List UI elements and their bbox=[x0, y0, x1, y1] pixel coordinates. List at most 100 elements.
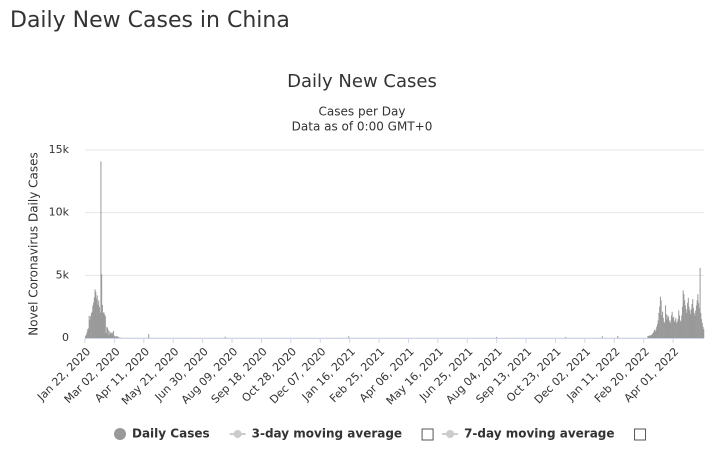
bar bbox=[657, 320, 659, 338]
legend-checkbox[interactable] bbox=[421, 428, 434, 441]
bar bbox=[93, 302, 95, 338]
bar bbox=[90, 316, 92, 338]
y-axis-label: Novel Coronavirus Daily Cases bbox=[27, 152, 41, 335]
legend-label[interactable]: Daily Cases bbox=[132, 427, 210, 441]
bar bbox=[94, 289, 96, 338]
bar bbox=[683, 294, 685, 338]
bar bbox=[107, 327, 109, 338]
bar bbox=[651, 334, 653, 338]
bar bbox=[87, 329, 89, 338]
bar bbox=[89, 319, 91, 338]
bar bbox=[106, 326, 108, 338]
bar bbox=[97, 304, 99, 338]
bar bbox=[684, 305, 686, 338]
bar bbox=[652, 332, 654, 338]
bar bbox=[700, 312, 702, 338]
bar bbox=[117, 336, 119, 338]
bar bbox=[617, 335, 619, 338]
bar bbox=[104, 316, 106, 338]
bar bbox=[104, 314, 106, 338]
bar bbox=[698, 307, 700, 338]
bar bbox=[654, 331, 656, 338]
bar bbox=[697, 294, 699, 338]
bar bbox=[685, 309, 687, 338]
bar bbox=[675, 317, 677, 338]
bar bbox=[673, 316, 675, 338]
bar bbox=[105, 333, 107, 338]
bar bbox=[663, 321, 665, 338]
bar bbox=[682, 290, 684, 338]
y-tick-label: 15k bbox=[49, 143, 70, 156]
bar bbox=[670, 322, 672, 338]
bar bbox=[654, 329, 656, 338]
bar bbox=[690, 309, 692, 338]
bar bbox=[118, 337, 120, 338]
bar bbox=[103, 312, 105, 338]
bar bbox=[107, 329, 109, 338]
bar bbox=[113, 335, 115, 338]
bar bbox=[687, 297, 689, 338]
y-tick-label: 0 bbox=[62, 331, 69, 344]
bar bbox=[112, 330, 114, 338]
bar bbox=[653, 331, 655, 338]
bar bbox=[698, 302, 700, 338]
bar bbox=[658, 312, 660, 338]
bar bbox=[659, 296, 661, 338]
chart-title: Daily New Cases bbox=[287, 71, 437, 92]
bar bbox=[703, 329, 705, 338]
legend-label[interactable]: 3-day moving average bbox=[252, 427, 402, 441]
bar bbox=[95, 291, 97, 338]
bar bbox=[647, 336, 649, 338]
bar bbox=[665, 314, 667, 338]
bar bbox=[665, 305, 667, 338]
bar bbox=[686, 312, 688, 338]
legend-label[interactable]: 7-day moving average bbox=[464, 427, 614, 441]
bar bbox=[92, 305, 94, 338]
bar bbox=[111, 333, 113, 338]
legend-marker bbox=[114, 428, 126, 440]
page-title: Daily New Cases in China bbox=[10, 8, 290, 33]
bar bbox=[348, 336, 350, 338]
bar bbox=[91, 311, 93, 338]
bar bbox=[667, 316, 669, 338]
y-tick-label: 10k bbox=[49, 206, 70, 219]
bar bbox=[690, 314, 692, 338]
bar bbox=[684, 300, 686, 338]
bar bbox=[99, 312, 101, 338]
bar bbox=[90, 313, 92, 338]
bar bbox=[648, 335, 650, 338]
bar bbox=[702, 326, 704, 338]
bar bbox=[649, 335, 651, 338]
bar bbox=[660, 300, 662, 338]
bar bbox=[115, 336, 117, 338]
bar bbox=[695, 310, 697, 338]
bar bbox=[110, 332, 112, 338]
bar bbox=[116, 336, 118, 338]
bar bbox=[651, 334, 653, 338]
chart-subtitle: Data as of 0:00 GMT+0 bbox=[292, 120, 433, 134]
bar bbox=[674, 320, 676, 338]
legend-marker bbox=[233, 430, 242, 438]
bar bbox=[691, 304, 693, 338]
bar bbox=[109, 332, 111, 338]
bar bbox=[112, 332, 114, 338]
bar bbox=[88, 315, 90, 338]
bar bbox=[656, 326, 658, 338]
bar bbox=[670, 315, 672, 338]
bar bbox=[656, 324, 658, 338]
bar bbox=[118, 337, 120, 338]
bar bbox=[101, 304, 103, 338]
bar bbox=[692, 299, 694, 338]
legend-checkbox[interactable] bbox=[634, 428, 647, 441]
bar bbox=[650, 335, 652, 338]
bar bbox=[664, 322, 666, 338]
bar bbox=[694, 315, 696, 338]
bar bbox=[679, 315, 681, 338]
bar bbox=[701, 322, 703, 338]
bar bbox=[666, 319, 668, 338]
bar bbox=[695, 305, 697, 338]
bar bbox=[676, 322, 678, 338]
bar bbox=[681, 315, 683, 338]
bar bbox=[676, 321, 678, 338]
